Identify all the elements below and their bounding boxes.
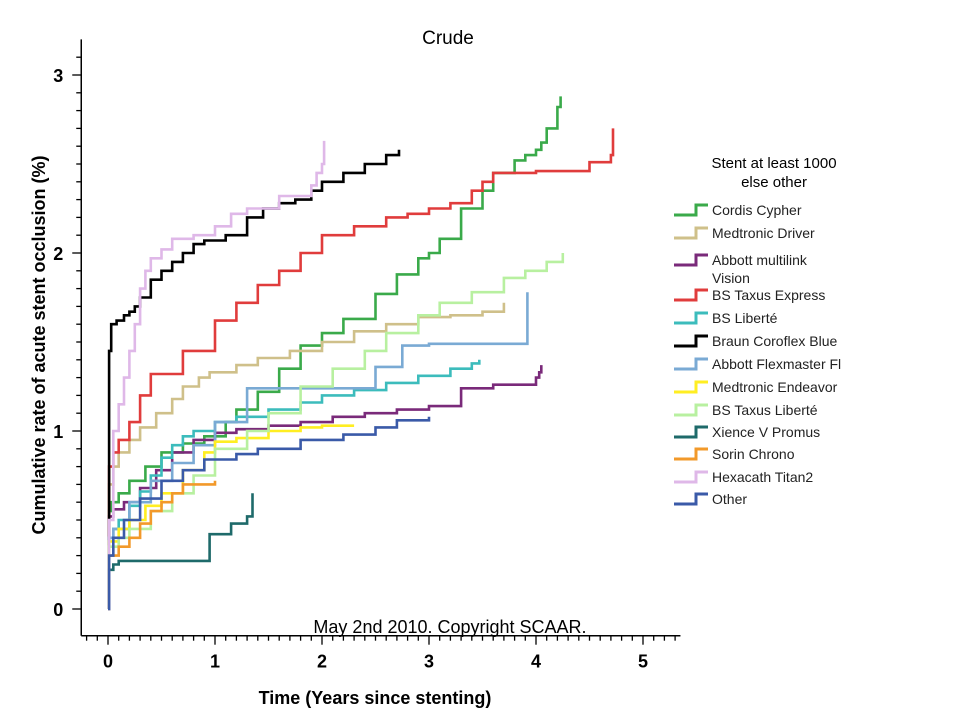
legend-item-abbott-flexmaster-fl: Abbott Flexmaster Fl bbox=[674, 356, 841, 372]
legend-swatch bbox=[674, 425, 708, 439]
legend-item-cordis-cypher: Cordis Cypher bbox=[674, 202, 802, 218]
legend-swatch bbox=[674, 492, 708, 506]
series-line-hexacath-titan2 bbox=[107, 140, 326, 611]
legend-item-hexacath-titan2: Hexacath Titan2 bbox=[674, 469, 813, 485]
series-line-medtronic-endeavor bbox=[107, 424, 355, 611]
legend-label: Braun Coroflex Blue bbox=[712, 333, 838, 349]
legend-label: BS Liberté bbox=[712, 310, 778, 326]
legend-item-medtronic-driver: Medtronic Driver bbox=[674, 225, 815, 241]
x-tick-label: 4 bbox=[531, 652, 541, 672]
legend-swatch bbox=[674, 226, 708, 240]
series-line-bs-taxus-libert bbox=[107, 253, 565, 611]
legend-label-cont: Vision bbox=[712, 270, 750, 286]
legend-item-braun-coroflex-blue: Braun Coroflex Blue bbox=[674, 333, 838, 349]
legend-swatch bbox=[674, 357, 708, 371]
series-lines bbox=[107, 96, 615, 611]
series-line-bs-libert bbox=[107, 359, 481, 611]
x-axis-label: Time (Years since stenting) bbox=[259, 688, 492, 708]
series-line-braun-coroflex-blue bbox=[107, 149, 401, 611]
y-tick-label: 0 bbox=[53, 600, 63, 620]
legend-label: Medtronic Driver bbox=[712, 225, 815, 241]
legend-label: Other bbox=[712, 491, 747, 507]
legend-swatch bbox=[674, 403, 708, 417]
y-axis-label: Cumulative rate of acute stent occlusion… bbox=[29, 155, 49, 534]
y-axis-ticks: 0 1 2 3 bbox=[53, 56, 82, 620]
plot-area: 0 1 2 3 4 5 0 1 2 3 bbox=[53, 39, 681, 672]
series-line-medtronic-driver bbox=[107, 302, 506, 611]
series-line-bs-taxus-express bbox=[107, 128, 615, 611]
legend-swatch bbox=[674, 447, 708, 461]
legend-label: Xience V Promus bbox=[712, 424, 820, 440]
legend-swatch bbox=[674, 288, 708, 302]
legend-swatch bbox=[674, 470, 708, 484]
legend-title-line-2: else other bbox=[741, 174, 807, 191]
series-line-sorin-chrono bbox=[107, 480, 217, 611]
legend: Stent at least 1000 else other Cordis Cy… bbox=[674, 155, 841, 507]
legend-item-medtronic-endeavor: Medtronic Endeavor bbox=[674, 379, 838, 395]
legend-label: Medtronic Endeavor bbox=[712, 379, 838, 395]
x-tick-label: 1 bbox=[210, 652, 220, 672]
legend-item-xience-v-promus: Xience V Promus bbox=[674, 424, 820, 440]
legend-item-bs-taxus-libert: BS Taxus Liberté bbox=[674, 402, 818, 418]
legend-item-bs-libert: BS Liberté bbox=[674, 310, 778, 326]
legend-swatch bbox=[674, 203, 708, 217]
legend-label: Cordis Cypher bbox=[712, 202, 802, 218]
legend-swatch bbox=[674, 334, 708, 348]
legend-label: Abbott multilink bbox=[712, 252, 808, 268]
series-line-other bbox=[107, 416, 431, 611]
y-tick-label: 3 bbox=[53, 66, 63, 86]
copyright-annotation: May 2nd 2010. Copyright SCAAR. bbox=[313, 617, 586, 637]
legend-label: BS Taxus Express bbox=[712, 287, 825, 303]
x-tick-label: 0 bbox=[103, 652, 113, 672]
legend-swatch bbox=[674, 311, 708, 325]
legend-label: Hexacath Titan2 bbox=[712, 469, 813, 485]
x-tick-label: 2 bbox=[317, 652, 327, 672]
legend-label: Sorin Chrono bbox=[712, 446, 795, 462]
legend-item-bs-taxus-express: BS Taxus Express bbox=[674, 287, 825, 303]
legend-item-abbott-multilink-vision: Abbott multilink Vision bbox=[674, 252, 808, 286]
legend-item-sorin-chrono: Sorin Chrono bbox=[674, 446, 795, 462]
series-line-cordis-cypher bbox=[107, 96, 562, 611]
legend-title-line-1: Stent at least 1000 bbox=[711, 155, 836, 172]
y-tick-label: 2 bbox=[53, 244, 63, 264]
legend-swatch bbox=[674, 253, 708, 267]
chart-title: Crude bbox=[422, 28, 474, 49]
legend-items: Cordis Cypher Medtronic Driver Abbott mult… bbox=[674, 202, 841, 507]
x-tick-label: 3 bbox=[424, 652, 434, 672]
x-axis-ticks: 0 1 2 3 4 5 bbox=[85, 635, 676, 672]
legend-item-other: Other bbox=[674, 491, 747, 507]
x-tick-label: 5 bbox=[638, 652, 648, 672]
legend-label: Abbott Flexmaster Fl bbox=[712, 356, 841, 372]
y-tick-label: 1 bbox=[53, 422, 63, 442]
series-line-xience-v-promus bbox=[107, 493, 254, 611]
legend-swatch bbox=[674, 380, 708, 394]
legend-label: BS Taxus Liberté bbox=[712, 402, 818, 418]
